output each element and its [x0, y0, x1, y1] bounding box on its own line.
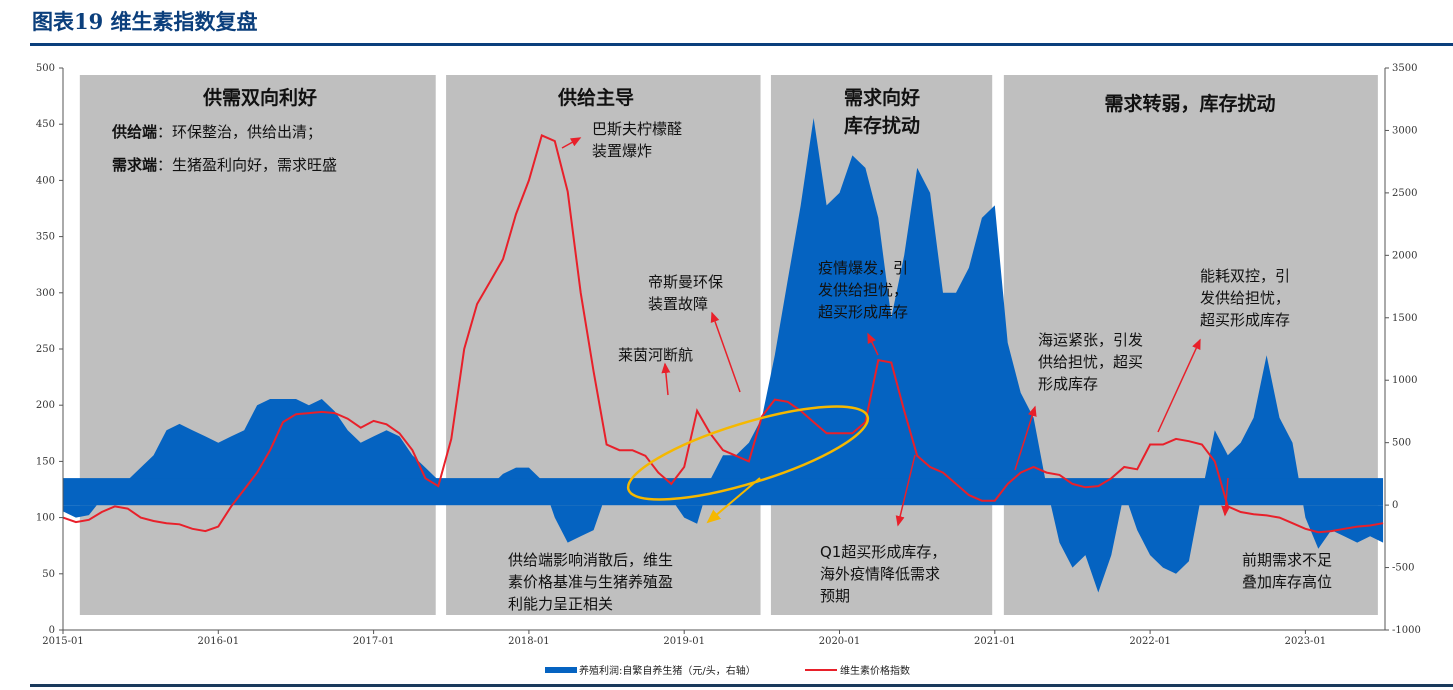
x-tick-label: 2015-01	[42, 636, 84, 647]
annotation-text: 前期需求不足	[1242, 551, 1332, 569]
left-tick-label: 150	[36, 456, 55, 467]
annotation-arrow	[895, 454, 916, 527]
panel-title: 供给主导	[557, 86, 634, 109]
panel-title: 供需双向利好	[202, 86, 317, 109]
right-tick-label: 1500	[1392, 313, 1417, 324]
annotation-arrow	[1157, 338, 1201, 433]
right-tick-label: -500	[1392, 563, 1414, 574]
annotation-arrow	[561, 137, 582, 149]
annotation-text: 疫情爆发，引	[818, 259, 908, 277]
annotation-arrow	[1221, 477, 1231, 517]
annotation-arrow	[710, 311, 741, 393]
left-tick-label: 200	[36, 400, 55, 411]
left-tick-label: 500	[36, 63, 55, 74]
x-tick-label: 2023-01	[1285, 636, 1327, 647]
bottom-rule	[30, 684, 1453, 687]
right-tick-label: 2000	[1392, 250, 1417, 261]
right-tick-label: 3000	[1392, 125, 1417, 136]
left-tick-label: 100	[36, 513, 55, 524]
legend-label-profit: 养殖利润:自繁自养生猪（元/头，右轴）	[579, 664, 756, 677]
annotation-text: 素价格基准与生猪养殖盈	[508, 573, 673, 591]
annotation-text: 能耗双控，引	[1200, 267, 1290, 285]
panel-title: 库存扰动	[844, 114, 920, 137]
annotation-arrow	[867, 332, 879, 356]
panel-note: 供给端：环保整治，供给出清；	[111, 123, 322, 141]
annotation-text: 利能力呈正相关	[508, 595, 613, 613]
panel-title: 需求向好	[844, 86, 920, 109]
panel-title: 需求转弱，库存扰动	[1104, 92, 1275, 115]
annotation-text: 超买形成库存	[818, 303, 908, 321]
annotation-text: 巴斯夫柠檬醛	[592, 120, 682, 138]
left-tick-label: 250	[36, 344, 55, 355]
panel-note: 需求端：生猪盈利向好，需求旺盛	[112, 156, 337, 174]
annotation-text: 发供给担忧，	[818, 281, 908, 299]
annotation-text: 供给担忧，超买	[1038, 353, 1143, 371]
annotation-text: Q1超买形成库存，	[820, 543, 946, 561]
legend-label-index: 维生素价格指数	[840, 664, 910, 677]
x-tick-label: 2020-01	[819, 636, 861, 647]
legend-swatch-profit	[545, 667, 577, 673]
x-tick-label: 2019-01	[663, 636, 705, 647]
x-tick-label: 2018-01	[508, 636, 550, 647]
right-tick-label: 3500	[1392, 63, 1417, 74]
left-tick-label: 400	[36, 175, 55, 186]
annotation-text: 装置爆炸	[592, 142, 652, 160]
right-tick-label: 1000	[1392, 375, 1417, 386]
title-rule	[30, 43, 1453, 46]
annotation-text: 发供给担忧，	[1200, 289, 1290, 307]
annotation-arrow	[661, 362, 671, 396]
annotation-text: 海运紧张，引发	[1038, 331, 1143, 349]
left-tick-label: 350	[36, 232, 55, 243]
ellipse-arrow	[706, 477, 761, 524]
panel-2	[446, 75, 761, 615]
vitamin-index-line	[62, 134, 1384, 534]
panel-1	[79, 75, 436, 615]
annotation-text: 装置故障	[648, 295, 708, 313]
left-tick-label: 0	[49, 625, 55, 636]
annotation-text: 超买形成库存	[1200, 311, 1290, 329]
x-tick-label: 2017-01	[353, 636, 395, 647]
left-tick-label: 50	[42, 569, 55, 580]
right-tick-label: 2500	[1392, 188, 1417, 199]
annotation-text: 帝斯曼环保	[648, 273, 723, 291]
chart-title: 图表19 维生素指数复盘	[32, 9, 258, 34]
annotation-text: 叠加库存高位	[1242, 573, 1332, 591]
x-tick-label: 2022-01	[1129, 636, 1171, 647]
annotation-text: 预期	[820, 587, 850, 605]
annotation-text: 供给端影响消散后，维生	[508, 551, 673, 569]
annotation-text: 海外疫情降低需求	[820, 565, 940, 583]
right-tick-label: -1000	[1392, 625, 1421, 636]
x-tick-label: 2021-01	[974, 636, 1016, 647]
left-tick-label: 300	[36, 288, 55, 299]
annotation-arrow	[1014, 405, 1037, 471]
x-tick-label: 2016-01	[198, 636, 240, 647]
right-tick-label: 0	[1392, 500, 1398, 511]
left-tick-label: 450	[36, 119, 55, 130]
right-tick-label: 500	[1392, 438, 1411, 449]
profit-area	[63, 118, 1384, 593]
annotation-text: 莱茵河断航	[618, 346, 693, 364]
annotation-text: 形成库存	[1038, 375, 1098, 393]
